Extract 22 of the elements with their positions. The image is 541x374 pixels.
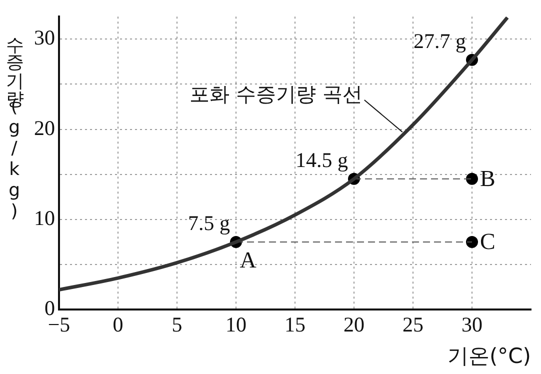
annotation: B (480, 166, 496, 191)
y-tick-label: 20 (34, 116, 55, 140)
x-tick-label: 25 (402, 312, 424, 337)
y-axis-title: 수증기량(g/kg) (4, 24, 25, 222)
x-tick-label: 20 (344, 312, 364, 337)
data-label: 7.5 g (188, 211, 230, 235)
annotation: 포화 수증기량 곡선 (190, 82, 362, 106)
data-label: 14.5 g (296, 148, 348, 172)
x-tick-label: 0 (112, 312, 124, 337)
x-tick-label: 30 (462, 312, 482, 337)
point (466, 236, 478, 248)
y-tick-label: 10 (34, 206, 55, 230)
x-tick-label: 10 (226, 312, 246, 337)
annotation: A (240, 248, 257, 273)
point (466, 172, 478, 185)
data-label: 27.7 g (414, 28, 466, 53)
x-tick-label: 5 (172, 312, 182, 337)
y-tick-label: 30 (34, 26, 55, 50)
annotation: C (480, 229, 496, 254)
line-series (59, 16, 510, 292)
x-tick-label: 15 (284, 312, 306, 337)
x-axis-title: 기온(°C) (447, 344, 531, 368)
